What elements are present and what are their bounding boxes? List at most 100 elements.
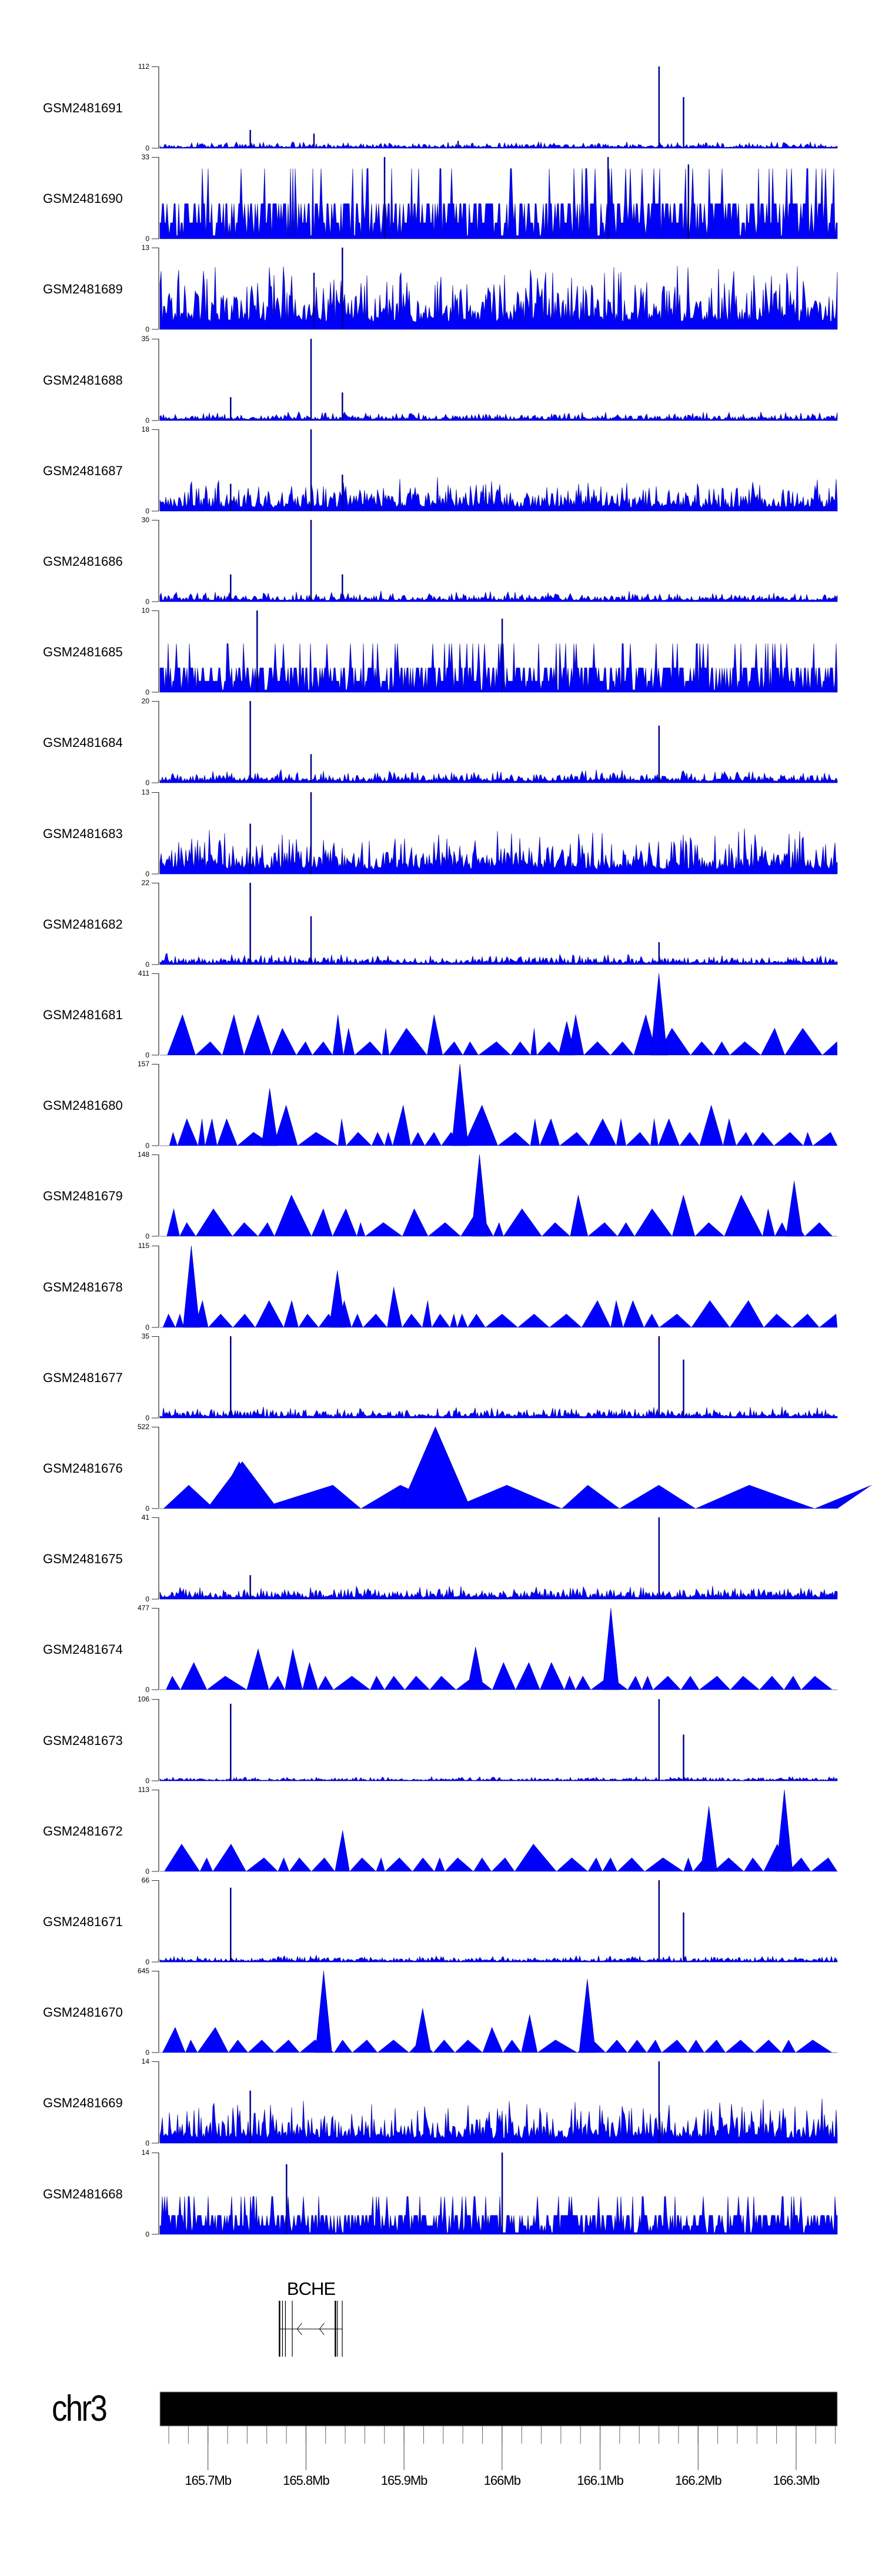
chromosome-label: chr3 [52,2388,108,2429]
y-min-label: 0 [145,235,149,243]
y-min-label: 0 [145,2139,149,2148]
track-label: GSM2481680 [43,1098,123,1113]
y-max-label: 106 [137,1694,149,1703]
y-max-label: 35 [141,1332,149,1340]
y-max-label: 66 [141,1876,149,1884]
track-plot [152,701,838,783]
track-GSM2481687: GSM2481687 18 0 [0,426,882,520]
signal-peak [310,429,312,511]
signal-area [159,769,838,783]
y-min-label: 0 [145,1686,149,1694]
signal-peak [249,701,251,783]
track-GSM2481674: GSM2481674 477 0 [0,1604,882,1699]
signal-peak [230,483,232,511]
track-GSM2481689: GSM2481689 13 0 [0,244,882,338]
signal-peak [230,396,232,421]
signal-peak [256,610,258,693]
signal-peak [206,1461,278,1509]
signal-peak [286,2164,288,2234]
y-max-label: 10 [141,606,149,615]
signal-area [160,1105,838,1146]
track-label: GSM2481678 [43,1279,123,1294]
track-label: GSM2481672 [43,1823,123,1838]
track-label: GSM2481674 [43,1642,123,1657]
signal-area [159,643,838,693]
genome-axis: 165.7Mb 165.8Mb 165.9Mb 166Mb 166.1Mb 166.2Mb… [159,2391,838,2488]
signal-peak [558,1021,576,1056]
y-min-label: 0 [145,1595,149,1604]
y-min-label: 0 [145,1958,149,1966]
signal-peak [457,141,459,148]
track-plot [152,2061,838,2144]
signal-area [159,828,838,874]
track-label: GSM2481681 [43,1007,123,1022]
signal-peak [400,1426,471,1509]
signal-peak [658,1517,660,1600]
y-max-label: 41 [141,1513,149,1522]
y-min-label: 0 [145,598,149,606]
signal-peak [658,726,660,783]
signal-peak [310,792,312,874]
track-plot [152,248,838,330]
y-min-label: 0 [145,869,149,878]
strand-arrow-icon [296,2323,302,2335]
signal-peak [776,1789,793,1872]
signal-peak [501,2152,503,2234]
track-label: GSM2481684 [43,735,123,750]
signal-peak [650,973,667,1056]
signal-peak [249,882,251,965]
signal-peak [342,392,343,421]
track-GSM2481669: GSM2481669 14 0 [0,2057,882,2152]
track-GSM2481688: GSM2481688 35 0 [0,335,882,429]
y-max-label: 14 [141,2057,149,2066]
signal-peak [249,2091,251,2144]
track-plot [152,429,838,512]
track-plot [152,1971,837,2053]
y-max-label: 645 [137,1967,149,1976]
signal-area [160,1648,837,1691]
y-min-label: 0 [145,2230,149,2238]
signal-area [159,952,838,965]
x-tick-label: 166.3Mb [773,2473,820,2488]
signal-peak [451,1064,469,1146]
y-min-label: 0 [145,1232,149,1241]
track-label: GSM2481675 [43,1551,123,1567]
signal-area [159,1776,838,1781]
track-plot [152,1789,838,1872]
track-GSM2481684: GSM2481684 20 0 [0,698,882,792]
track-plot [152,973,838,1056]
signal-peak [700,1806,717,1872]
signal-peak [310,338,312,421]
signal-peak [342,574,343,602]
y-min-label: 0 [145,1413,149,1422]
signal-peak [310,754,312,783]
track-GSM2481685: GSM2481685 10 0 [0,606,882,701]
x-tick-label: 166.1Mb [577,2473,623,2488]
signal-peak [230,574,232,602]
track-plot [152,610,838,693]
track-label: GSM2481688 [43,372,123,388]
track-GSM2481672: GSM2481672 113 0 [0,1786,882,1880]
signal-peak [342,475,343,511]
signal-peak [579,1979,596,2053]
signal-peak [786,1181,803,1237]
signal-peak [342,248,343,330]
signal-peak [658,2061,660,2144]
chromosome-bar [159,2391,838,2427]
signal-area [159,168,838,239]
signal-peak [313,273,315,330]
signal-peak [683,1359,684,1418]
y-max-label: 30 [141,516,149,524]
x-tick-label: 165.7Mb [185,2473,231,2488]
track-label: GSM2481689 [43,282,123,297]
signal-peak [683,1734,684,1781]
track-plot [152,1064,838,1146]
y-max-label: 33 [141,153,149,162]
track-GSM2481675: GSM2481675 41 0 [0,1513,882,1608]
signal-peak [230,1887,232,1962]
track-GSM2481671: GSM2481671 66 0 [0,1876,882,1971]
signal-peak [310,916,312,965]
y-min-label: 0 [145,1776,149,1785]
signal-peak [683,97,684,148]
signal-peak [249,129,251,148]
